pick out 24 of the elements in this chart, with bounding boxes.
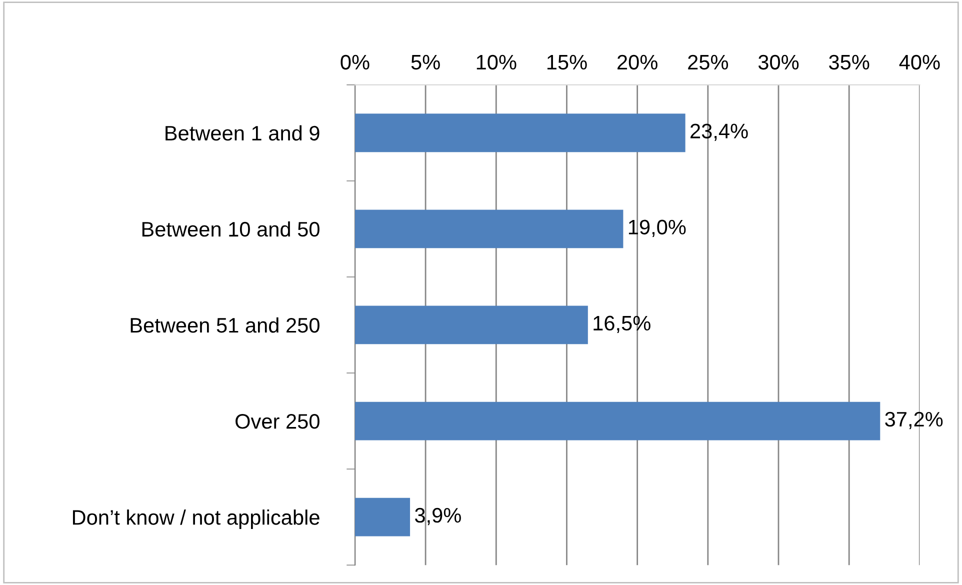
- x-tick-label: 0%: [340, 54, 370, 70]
- data-label: 23,4%: [690, 124, 748, 141]
- y-tick-label: Don’t know / not applicable: [72, 510, 320, 529]
- data-label: 3,9%: [414, 508, 461, 526]
- x-tick-label: 5%: [411, 54, 440, 70]
- bar: [354, 114, 686, 152]
- data-label: 19,0%: [628, 220, 686, 237]
- data-label: 16,5%: [594, 316, 650, 334]
- bar: [354, 498, 410, 536]
- x-tick-label: 35%: [829, 54, 870, 70]
- y-tick-label: Between 51 and 250: [130, 317, 320, 333]
- x-tick-label: 40%: [899, 54, 940, 70]
- bar: [354, 402, 880, 440]
- data-label: 37,2%: [885, 412, 943, 430]
- y-tick-label: Between 1 and 9: [166, 125, 320, 141]
- y-tick-label: Over 250: [236, 414, 320, 429]
- y-tick-label: Between 10 and 50: [142, 221, 320, 237]
- x-tick-label: 20%: [618, 54, 658, 70]
- bar: [354, 210, 624, 248]
- x-tick-label: 15%: [547, 54, 587, 70]
- x-tick-label: 10%: [476, 54, 516, 70]
- bar: [354, 306, 588, 344]
- x-tick-label: 30%: [758, 54, 799, 70]
- x-tick-label: 25%: [688, 54, 728, 70]
